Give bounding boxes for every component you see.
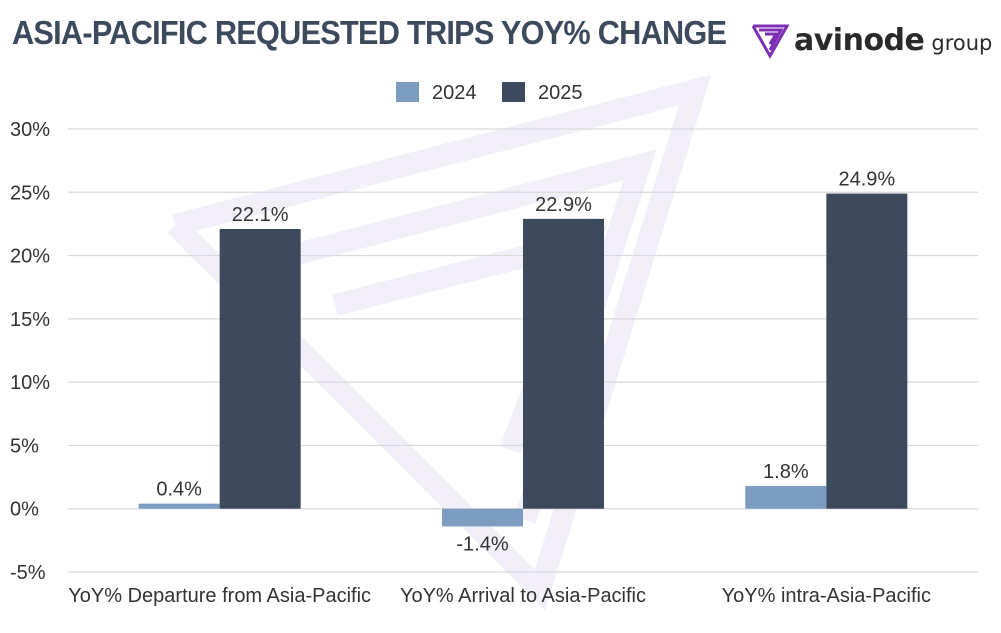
x-axis: YoY% Departure from Asia-Pacific YoY% Arr… (68, 585, 931, 607)
logo-group-text: group (931, 31, 993, 55)
legend-label-2024: 2024 (432, 82, 477, 104)
bar-2025 (523, 218, 604, 509)
legend-swatch-2024 (396, 82, 419, 102)
bars (138, 193, 908, 527)
y-tick-label: -5% (10, 562, 46, 584)
logo-brand-text: avinode (794, 22, 925, 58)
data-label: -1.4% (456, 533, 508, 555)
x-category-label: YoY% intra-Asia-Pacific (722, 585, 931, 607)
legend: 2024 2025 (396, 82, 583, 104)
x-category-label: YoY% Departure from Asia-Pacific (68, 585, 371, 607)
bar-2024 (138, 503, 220, 509)
data-label: 24.9% (838, 169, 895, 191)
y-tick-label: 5% (10, 435, 39, 457)
y-tick-label: 10% (10, 372, 50, 394)
data-labels: 0.4% 22.1% -1.4% 22.9% 1.8% 24.9% (156, 169, 895, 556)
x-category-label: YoY% Arrival to Asia-Pacific (400, 585, 646, 607)
y-tick-label: 0% (10, 499, 39, 521)
chart-title: ASIA-PACIFIC REQUESTED TRIPS YOY% CHANGE (12, 14, 727, 51)
y-tick-label: 20% (10, 246, 50, 268)
y-tick-label: 30% (10, 119, 50, 141)
bar-2024 (745, 485, 827, 509)
y-axis: 30% 25% 20% 15% 10% 5% 0% -5% (10, 119, 50, 584)
avinode-chevron-logo-icon (751, 24, 790, 60)
bar-2025 (219, 228, 301, 509)
legend-swatch-2025 (502, 82, 525, 102)
data-label: 1.8% (763, 461, 809, 483)
legend-label-2025: 2025 (538, 82, 583, 104)
data-label: 0.4% (156, 479, 202, 501)
data-label: 22.1% (232, 204, 289, 226)
bar-2024 (442, 508, 523, 527)
avinode-logo: avinode group (750, 18, 992, 62)
y-tick-label: 15% (10, 309, 50, 331)
data-label: 22.9% (535, 194, 592, 216)
bar-2025 (826, 193, 908, 509)
y-tick-label: 25% (10, 182, 50, 204)
